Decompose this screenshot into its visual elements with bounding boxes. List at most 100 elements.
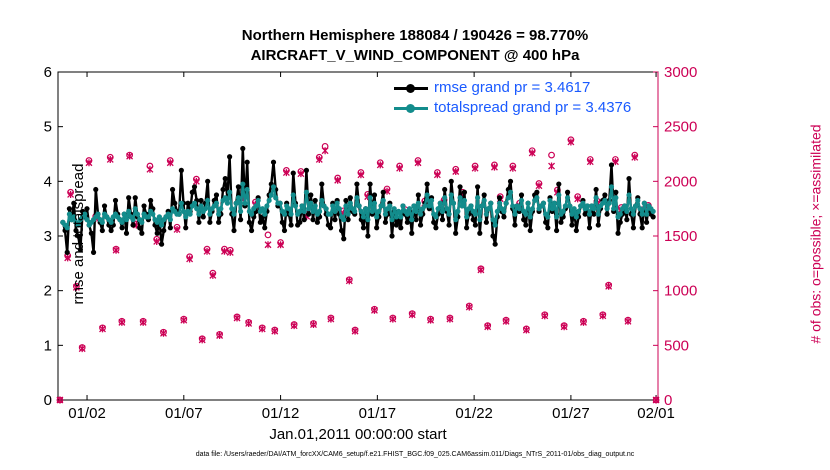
rmse-point	[374, 225, 380, 231]
obs-assimilated-point	[427, 316, 435, 324]
spread-point	[327, 211, 334, 217]
obs-assimilated-point	[277, 241, 285, 249]
rmse-point	[554, 227, 560, 234]
rmse-point	[231, 227, 237, 234]
rmse-point	[172, 200, 178, 206]
rmse-point	[132, 195, 138, 201]
rmse-point	[367, 181, 373, 187]
spread-point	[213, 200, 220, 206]
rmse-point	[84, 206, 90, 212]
spread-point	[367, 195, 373, 201]
spread-point	[332, 208, 338, 214]
rmse-point	[569, 222, 575, 228]
rmse-point	[178, 167, 184, 173]
rmse-point	[73, 227, 79, 234]
spread-point	[371, 200, 378, 206]
rmse-point	[365, 233, 371, 239]
obs-assimilated-point	[605, 282, 613, 290]
rmse-point	[501, 214, 507, 220]
rmse-point	[534, 189, 540, 195]
rmse-point	[308, 192, 314, 198]
rmse-point	[303, 167, 310, 173]
obs-assimilated-point	[586, 158, 594, 166]
spread-point	[395, 208, 402, 214]
spread-point	[363, 206, 369, 212]
rmse-point	[345, 217, 351, 223]
rmse-point	[481, 192, 487, 198]
right-tick-label: 0	[664, 392, 672, 409]
spread-point	[123, 217, 130, 223]
obs-assimilated-point	[408, 311, 416, 319]
rmse-point	[582, 211, 588, 217]
rmse-point	[461, 189, 468, 195]
spread-point	[525, 200, 531, 206]
spread-point	[404, 211, 410, 217]
spread-point	[424, 192, 430, 198]
rmse-point	[446, 222, 452, 228]
rmse-point	[380, 189, 386, 195]
rmse-point	[586, 225, 593, 231]
spread-point	[626, 192, 632, 198]
rmse-point	[257, 219, 263, 225]
spread-point	[604, 206, 610, 212]
rmse-point	[64, 249, 70, 255]
spread-point	[586, 211, 593, 217]
spread-point	[472, 211, 479, 217]
spread-point	[624, 208, 630, 214]
left-tick-label: 1	[44, 337, 52, 354]
obs-assimilated-point	[484, 323, 492, 331]
rmse-point	[139, 230, 145, 236]
spread-point	[450, 200, 457, 206]
data-file-footnote: data file: /Users/raeder/DAI/ATM_forcXX/…	[195, 451, 635, 458]
obs-assimilated-point	[216, 331, 224, 339]
obs-assimilated-point	[465, 303, 473, 311]
rmse-point	[650, 214, 656, 220]
spread-point	[389, 217, 395, 223]
spread-point	[439, 208, 446, 214]
spread-point	[306, 206, 312, 212]
rmse-point	[112, 197, 119, 204]
spread-point	[457, 195, 463, 201]
rmse-point	[545, 225, 551, 231]
rmse-point	[389, 233, 395, 239]
rmse-point	[207, 219, 213, 225]
rmse-point	[613, 189, 619, 195]
spread-point	[288, 211, 294, 217]
obs-assimilated-point	[85, 159, 93, 167]
rmse-point	[360, 225, 367, 231]
spread-point	[347, 200, 353, 206]
rmse-point	[235, 184, 241, 190]
obs-assimilated-point	[446, 315, 454, 323]
rmse-point	[270, 159, 277, 165]
x-start-label: Jan.01,2011 00:00:00 start	[269, 426, 447, 443]
spread-point	[183, 214, 189, 220]
spread-point	[527, 214, 533, 220]
spread-point	[496, 200, 503, 206]
spread-point	[606, 200, 612, 206]
spread-point	[455, 208, 461, 214]
chart-title-line-1: Northern Hemisphere 188084 / 190426 = 98…	[241, 27, 589, 44]
rmse-point	[213, 192, 220, 198]
left-tick-label: 5	[44, 119, 52, 136]
rmse-point	[279, 219, 285, 225]
spread-point	[545, 214, 551, 220]
rmse-point	[319, 181, 325, 187]
rmse-point	[99, 227, 105, 234]
spread-point	[580, 200, 586, 206]
obs-assimilated-point	[264, 241, 272, 249]
obs-assimilated-point	[599, 312, 607, 320]
x-tick-label: 01/12	[262, 405, 300, 422]
spread-point	[453, 217, 459, 223]
spread-point	[264, 203, 270, 209]
right-tick-label: 3000	[664, 64, 697, 81]
rmse-point	[290, 170, 296, 176]
rmse-point	[556, 181, 562, 187]
rmse-point	[161, 227, 167, 234]
spread-point	[99, 219, 105, 225]
rmse-point	[123, 230, 130, 236]
obs-assimilated-point	[126, 152, 134, 160]
obs-assimilated-point	[282, 169, 290, 177]
left-tick-label: 2	[44, 283, 52, 300]
spread-point	[194, 206, 200, 212]
rmse-point	[310, 217, 316, 223]
